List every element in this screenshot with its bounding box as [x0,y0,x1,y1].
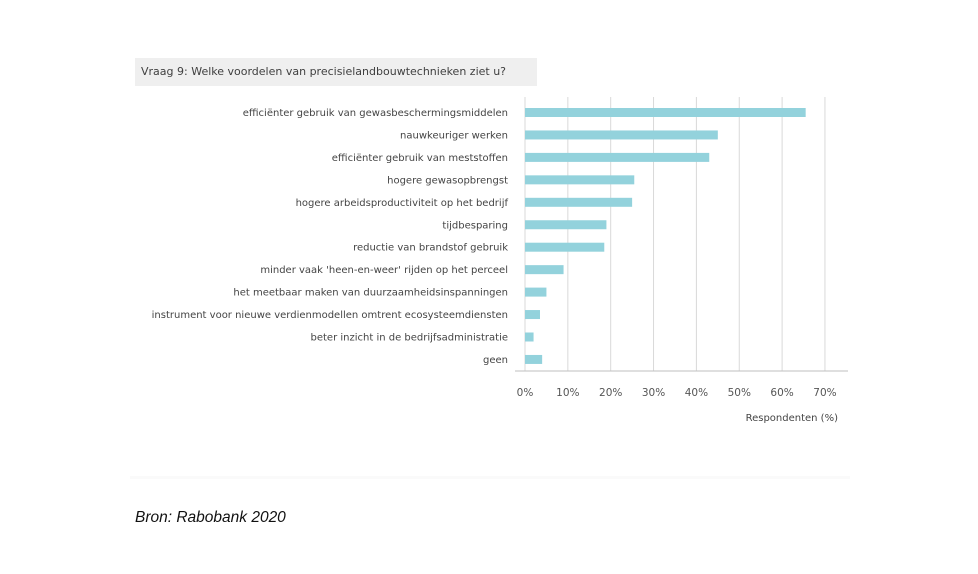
chart-bottom-edge [130,476,850,479]
chart-title-box: Vraag 9: Welke voordelen van precisielan… [135,58,537,86]
category-label: efficiënter gebruik van meststoffen [332,153,508,164]
bar [525,287,547,297]
bar [525,354,543,364]
category-label: efficiënter gebruik van gewasbescherming… [243,108,508,119]
gridlines [524,97,826,371]
category-labels: efficiënter gebruik van gewasbescherming… [152,108,509,366]
x-tick-label: 20% [599,387,622,399]
category-label: hogere gewasopbrengst [387,175,508,186]
category-label: tijdbesparing [442,220,508,231]
bar [525,310,540,320]
x-tick-label: 70% [813,387,836,399]
x-tick-label: 0% [517,387,534,399]
bar [525,197,633,207]
category-label: minder vaak 'heen-en-weer' rijden op het… [260,265,508,276]
chart-title: Vraag 9: Welke voordelen van precisielan… [141,65,507,78]
source-caption: Bron: Rabobank 2020 [135,509,286,526]
bar [525,152,710,162]
bar [525,242,605,252]
bar [525,108,806,117]
x-tick-label: 40% [685,387,708,399]
x-tick-label: 10% [556,387,579,399]
bar [525,220,607,230]
category-label: geen [483,355,508,366]
category-label: beter inzicht in de bedrijfsadministrati… [311,333,509,344]
category-label: nauwkeuriger werken [400,130,508,141]
category-label: hogere arbeidsproductiviteit op het bedr… [296,198,509,209]
bar [525,265,564,275]
x-tick-label: 60% [770,387,793,399]
category-label: reductie van brandstof gebruik [353,243,508,254]
x-tick-label: 30% [642,387,665,399]
category-label: het meetbaar maken van duurzaamheidsinsp… [233,288,508,299]
bar [525,130,718,140]
category-label: instrument voor nieuwe verdienmodellen o… [152,310,508,321]
x-tick-labels: 0% 10% 20% 30% 40% 50% 60% 70% [517,387,837,399]
x-axis-title: Respondenten (%) [746,413,838,424]
bars [525,108,806,364]
x-tick-label: 50% [728,387,751,399]
bar [525,332,534,342]
bar [525,175,635,185]
